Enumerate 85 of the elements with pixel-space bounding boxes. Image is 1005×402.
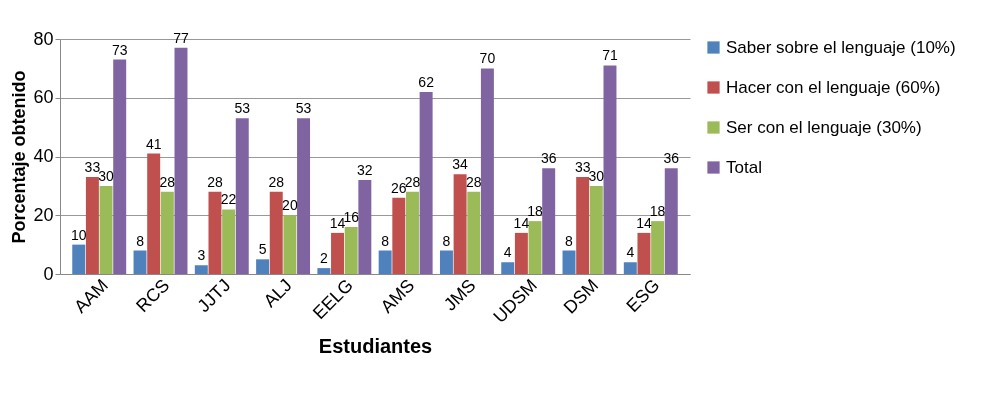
data-label: 41 xyxy=(145,135,162,152)
data-label: 36 xyxy=(663,150,680,167)
bar xyxy=(419,91,433,274)
data-label: 14 xyxy=(636,214,652,231)
bar xyxy=(194,265,208,274)
data-label: 18 xyxy=(527,203,544,220)
y-tick-label: 80 xyxy=(33,28,54,49)
bar xyxy=(589,185,603,274)
legend-label: Total xyxy=(726,157,762,177)
bar xyxy=(331,232,345,274)
bar xyxy=(562,250,576,274)
bar xyxy=(514,232,528,274)
data-label: 22 xyxy=(220,191,237,208)
x-axis-title: Estudiantes xyxy=(318,334,433,357)
y-tick-label: 40 xyxy=(33,146,54,166)
data-label: 3 xyxy=(197,247,206,264)
bar xyxy=(664,168,678,274)
data-label: 28 xyxy=(159,173,176,190)
data-label: 8 xyxy=(136,232,145,249)
data-label: 73 xyxy=(111,41,128,58)
bar xyxy=(113,59,127,274)
data-label: 34 xyxy=(452,156,469,173)
data-label: 28 xyxy=(465,173,482,190)
bar xyxy=(603,65,617,274)
bar xyxy=(99,185,113,274)
legend-label: Saber sobre el lenguaje (10%) xyxy=(726,37,956,57)
data-label: 53 xyxy=(234,100,251,117)
data-label: 70 xyxy=(479,50,496,67)
bar xyxy=(283,215,297,274)
bar xyxy=(439,250,453,274)
data-label: 4 xyxy=(626,244,635,261)
data-label: 10 xyxy=(70,226,87,243)
data-label: 18 xyxy=(649,203,666,220)
y-tick-label: 60 xyxy=(33,87,54,108)
bar xyxy=(501,262,515,274)
data-label: 77 xyxy=(173,29,189,46)
data-label: 8 xyxy=(442,232,451,249)
data-label: 4 xyxy=(503,244,512,261)
data-label: 8 xyxy=(565,232,574,249)
bar xyxy=(269,191,283,274)
data-label: 71 xyxy=(602,47,618,64)
bar xyxy=(317,268,331,274)
bar xyxy=(222,209,236,274)
data-label: 2 xyxy=(319,250,328,267)
legend-label: Ser con el lenguaje (30%) xyxy=(726,117,922,137)
bar xyxy=(297,118,311,274)
y-tick-label: 20 xyxy=(33,204,54,225)
bar xyxy=(467,191,481,274)
bar xyxy=(542,168,556,274)
x-tick-label: ALJ xyxy=(259,275,296,312)
bar xyxy=(637,232,651,274)
data-label: 28 xyxy=(207,173,223,190)
legend-label: Hacer con el lenguaje (60%) xyxy=(726,77,941,97)
data-label: 16 xyxy=(343,209,360,225)
data-label: 14 xyxy=(513,214,530,231)
data-label: 53 xyxy=(295,100,312,117)
bar xyxy=(147,153,161,274)
bar xyxy=(480,68,494,274)
data-label: 32 xyxy=(357,162,373,178)
bar xyxy=(623,262,637,274)
data-label: 28 xyxy=(268,173,285,190)
bar xyxy=(576,177,590,274)
bar xyxy=(378,250,392,274)
bar xyxy=(174,47,188,274)
bar xyxy=(85,177,99,274)
bar xyxy=(160,191,174,274)
y-axis-title: Porcentaje obtenido xyxy=(9,70,30,244)
bar xyxy=(453,174,467,274)
bar xyxy=(405,191,419,274)
bar xyxy=(651,221,665,274)
data-label: 14 xyxy=(329,214,346,231)
bar xyxy=(208,191,222,274)
bar xyxy=(358,180,372,274)
bar xyxy=(392,197,406,274)
data-label: 8 xyxy=(381,232,390,249)
data-label: 5 xyxy=(258,241,267,258)
bar xyxy=(344,227,358,274)
bar xyxy=(256,259,270,274)
data-label: 36 xyxy=(540,150,557,167)
bar xyxy=(528,221,542,274)
bar xyxy=(235,118,249,274)
data-label: 62 xyxy=(418,73,435,90)
bar xyxy=(133,250,147,274)
y-tick-label: 0 xyxy=(43,263,54,284)
bar xyxy=(72,244,86,274)
